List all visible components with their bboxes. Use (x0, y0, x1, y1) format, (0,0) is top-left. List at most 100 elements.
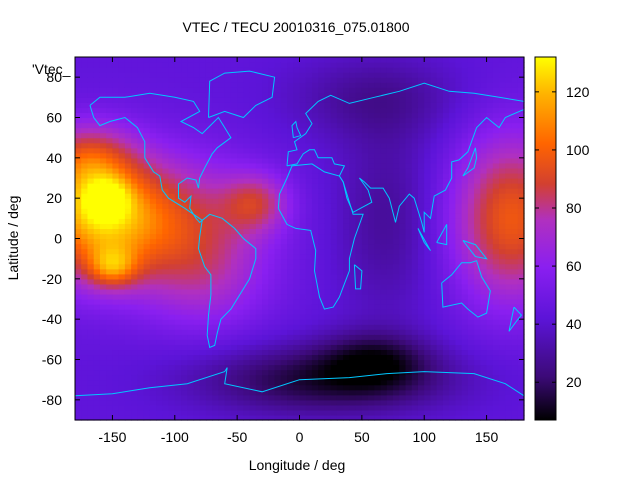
heat-cell (417, 102, 425, 109)
heat-cell (230, 293, 238, 300)
heat-cell (455, 288, 463, 295)
heat-cell (149, 248, 157, 255)
heat-cell (212, 167, 220, 174)
heat-cell (430, 359, 438, 366)
heat-cell (474, 384, 481, 391)
heat-cell (212, 203, 220, 209)
heat-cell (255, 414, 263, 421)
heat-cell (330, 374, 338, 381)
heat-cell (168, 152, 176, 159)
heat-cell (262, 162, 269, 169)
heat-cell (343, 107, 350, 114)
heat-cell (305, 334, 313, 340)
heat-cell (205, 233, 213, 240)
heat-cell (230, 223, 238, 230)
heat-cell (355, 157, 363, 164)
heat-cell (499, 238, 506, 245)
heat-cell (137, 82, 145, 88)
heat-cell (355, 283, 363, 290)
heat-cell (149, 203, 157, 209)
heat-cell (417, 349, 425, 356)
heat-cell (162, 314, 170, 320)
heat-cell (442, 178, 450, 184)
heat-cell (99, 183, 107, 189)
heat-cell (405, 183, 413, 189)
heat-cell (193, 92, 201, 98)
heat-cell (293, 167, 301, 174)
heat-cell (137, 404, 145, 411)
heat-cell (99, 147, 107, 154)
heat-cell (399, 414, 407, 421)
heat-cell (262, 304, 269, 310)
heat-cell (393, 288, 400, 295)
heat-cell (162, 268, 170, 275)
heat-cell (280, 102, 288, 109)
heat-cell (442, 414, 450, 421)
heat-cell (218, 172, 226, 179)
heat-cell (262, 188, 269, 194)
heat-cell (93, 369, 101, 376)
heat-cell (156, 152, 163, 159)
heat-cell (330, 369, 338, 376)
heat-cell (430, 137, 438, 144)
heat-cell (237, 137, 244, 144)
heat-cell (137, 228, 145, 235)
heat-cell (230, 178, 238, 184)
heat-cell (137, 137, 145, 144)
heat-cell (262, 157, 269, 164)
heat-cell (181, 253, 188, 260)
heat-cell (293, 132, 301, 139)
heat-cell (355, 107, 363, 114)
heat-cell (156, 62, 163, 68)
heat-cell (411, 218, 419, 224)
heat-cell (193, 248, 201, 255)
heat-cell (492, 62, 500, 68)
heat-cell (374, 283, 382, 290)
heat-cell (318, 329, 326, 335)
heat-cell (380, 193, 388, 199)
heat-cell (374, 389, 382, 396)
heat-cell (486, 107, 494, 114)
heat-cell (318, 198, 326, 204)
heat-cell (93, 359, 101, 366)
heat-cell (237, 77, 244, 83)
heat-cell (243, 183, 251, 189)
heat-cell (118, 344, 126, 351)
heat-cell (467, 278, 475, 285)
heat-cell (424, 339, 432, 345)
heat-cell (268, 97, 276, 103)
heat-cell (324, 309, 332, 315)
heat-cell (480, 268, 488, 275)
heat-cell (293, 183, 301, 189)
heat-cell (386, 268, 394, 275)
heat-cell (75, 354, 82, 361)
heat-cell (399, 132, 407, 139)
heat-cell (75, 268, 82, 275)
heat-cell (181, 288, 188, 295)
heat-cell (368, 349, 375, 356)
heat-cell (361, 117, 369, 124)
heat-cell (118, 243, 126, 250)
heat-cell (218, 213, 226, 219)
heat-cell (99, 404, 107, 411)
heat-cell (499, 223, 506, 230)
heat-cell (467, 334, 475, 340)
heat-cell (380, 394, 388, 401)
heat-cell (449, 132, 457, 139)
heat-cell (336, 112, 344, 119)
heat-cell (467, 152, 475, 159)
heat-cell (174, 334, 182, 340)
heat-cell (449, 319, 457, 325)
heat-cell (324, 248, 332, 255)
heat-cell (374, 263, 382, 270)
heat-cell (212, 309, 220, 315)
heat-cell (361, 359, 369, 366)
heat-cell (492, 359, 500, 366)
heat-cell (118, 258, 126, 265)
heat-cell (137, 324, 145, 330)
heat-cell (274, 233, 282, 240)
heat-cell (311, 299, 319, 305)
heat-cell (411, 389, 419, 396)
heat-cell (318, 112, 326, 119)
heat-cell (305, 57, 313, 63)
